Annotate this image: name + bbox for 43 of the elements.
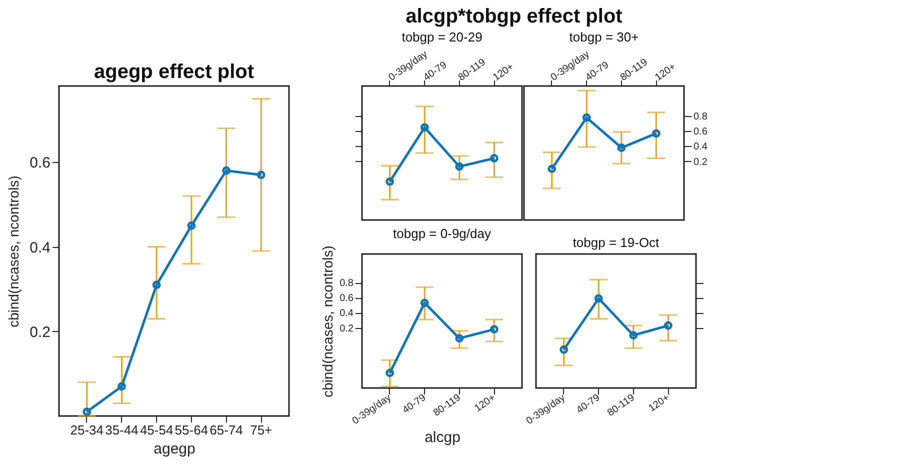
point bbox=[617, 144, 626, 152]
point bbox=[118, 382, 126, 391]
chart-title: agegp effect plot bbox=[94, 61, 254, 83]
x-tick-label: 120+ bbox=[472, 392, 498, 414]
point bbox=[152, 280, 161, 290]
point bbox=[420, 298, 429, 308]
x-tick-label: 45-54 bbox=[140, 422, 174, 438]
y-axis-title: cbind(ncases, ncontrols) bbox=[6, 176, 22, 328]
point bbox=[455, 334, 464, 343]
y-tick-label: 0.2 bbox=[340, 323, 354, 334]
y-tick-label: 0.2 bbox=[694, 156, 708, 168]
point bbox=[582, 113, 591, 122]
x-tick-label: 120+ bbox=[646, 392, 672, 414]
x-axis-title: alcgp bbox=[424, 429, 460, 446]
y-tick-label: 0.4 bbox=[340, 308, 354, 320]
chart-subtitle: tobgp = 0-9g/day bbox=[393, 226, 492, 242]
point bbox=[420, 123, 429, 132]
y-tick-label: 0.8 bbox=[340, 278, 354, 290]
y-tick-label: 0.6 bbox=[694, 126, 708, 138]
point bbox=[629, 331, 638, 340]
point bbox=[187, 221, 196, 230]
y-tick-label: 0.6 bbox=[340, 293, 354, 304]
x-axis-title: agegp bbox=[154, 440, 196, 458]
x-tick-label: 120+ bbox=[491, 61, 516, 84]
point bbox=[594, 294, 603, 303]
x-tick-label: 120+ bbox=[653, 61, 678, 84]
y-axis-title: cbind(ncases, ncontrols) bbox=[320, 246, 336, 398]
point bbox=[455, 162, 464, 171]
y-tick-label: 0.4 bbox=[694, 142, 708, 153]
x-tick-label: 75+ bbox=[250, 422, 272, 438]
y-tick-label: 0.2 bbox=[30, 324, 50, 341]
x-tick-label: 25-34 bbox=[70, 422, 104, 438]
chart-subtitle: tobgp = 30+ bbox=[569, 29, 639, 44]
chart-title: alcgp*tobgp effect plot bbox=[406, 6, 623, 28]
point bbox=[222, 166, 230, 175]
y-tick-label: 0.6 bbox=[30, 154, 50, 172]
y-tick-label: 0.4 bbox=[30, 239, 50, 256]
x-tick-label: 55-64 bbox=[174, 422, 208, 438]
y-tick-label: 0.8 bbox=[694, 112, 708, 123]
x-tick-label: 35-44 bbox=[105, 422, 138, 438]
chart-subtitle: tobgp = 20-29 bbox=[402, 29, 482, 44]
chart-subtitle: tobgp = 19-Oct bbox=[572, 235, 660, 250]
x-tick-label: 65-74 bbox=[210, 422, 243, 438]
